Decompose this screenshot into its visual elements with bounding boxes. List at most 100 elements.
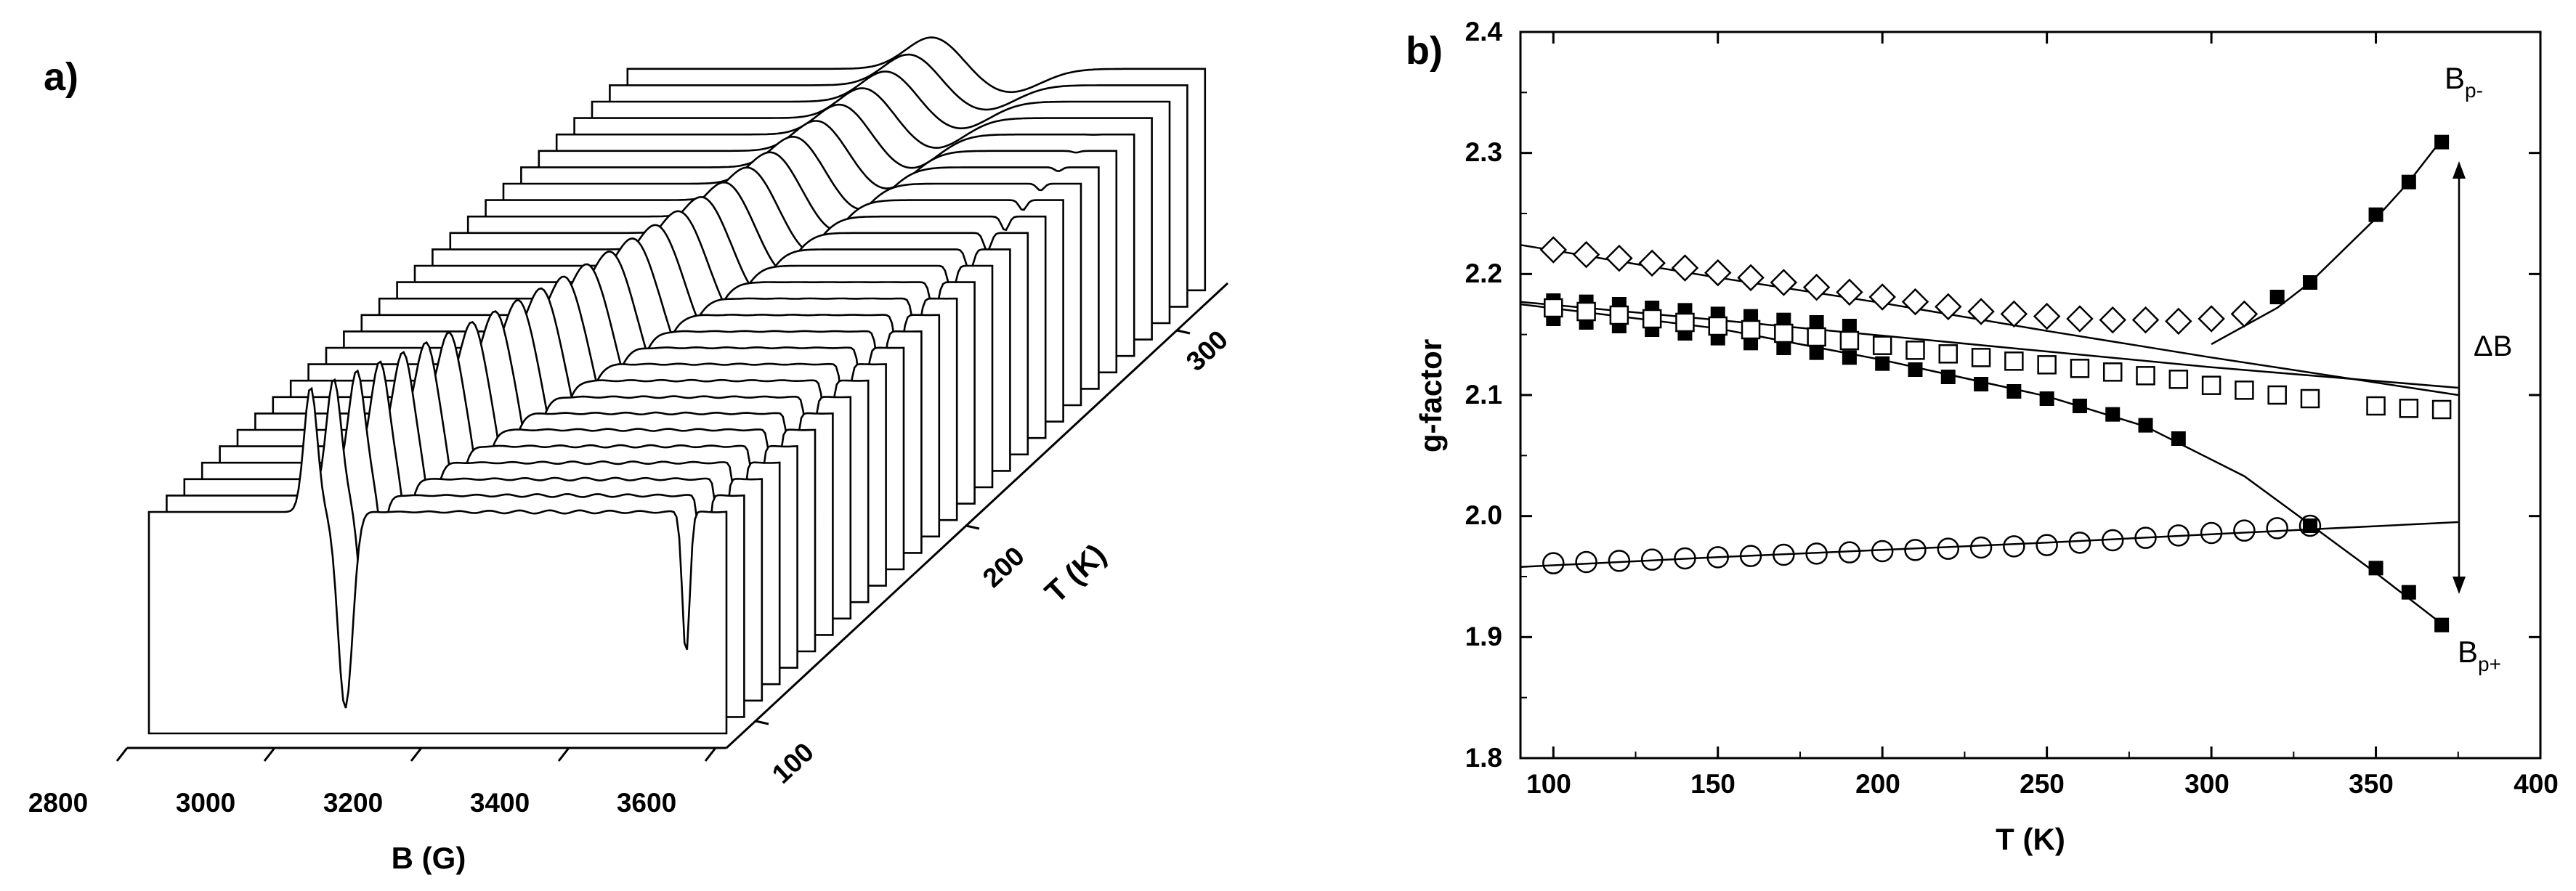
- series-2-point: [1809, 345, 1824, 360]
- y-tick-label-1.9: 1.9: [1465, 622, 1502, 651]
- series-3-point: [2401, 585, 2416, 600]
- series-5-point: [1706, 546, 1729, 569]
- b-tick-label-2800: 2800: [28, 788, 88, 818]
- series-2-point: [2006, 384, 2022, 399]
- series-4-point: [2102, 362, 2123, 382]
- spectrum-100k: [147, 386, 728, 735]
- y-tick-label-2.0: 2.0: [1465, 500, 1502, 530]
- delta-b-label: ΔB: [2474, 330, 2512, 362]
- series-1-point: [1638, 249, 1666, 277]
- fit-lines: [1520, 139, 2458, 624]
- series-4-point: [2399, 399, 2419, 418]
- data-points: [1539, 134, 2452, 632]
- series-2-point: [2269, 290, 2285, 304]
- series-4-point: [1938, 344, 1959, 364]
- x-tick-label-200: 200: [1855, 769, 1900, 799]
- series-1-point: [1704, 259, 1732, 287]
- series-5-point: [2167, 524, 2190, 547]
- series-2-point: [2368, 207, 2383, 222]
- x-tick-label-300: 300: [2184, 769, 2229, 799]
- b-tick-label-3200: 3200: [323, 788, 383, 818]
- series-1-point: [1836, 278, 1863, 306]
- b-tick-label-3400: 3400: [470, 788, 530, 818]
- series-2-point: [1842, 350, 1857, 365]
- series-5-point: [2003, 535, 2025, 558]
- series-5-point: [2233, 519, 2256, 542]
- series-4-point: [2366, 396, 2386, 416]
- bp-plus-main: B: [2458, 635, 2478, 669]
- series-4-point: [2431, 399, 2452, 420]
- series-4-point: [1872, 335, 1892, 355]
- delta-b-arrow-head-down: [2453, 577, 2466, 594]
- x-tick-label-350: 350: [2349, 769, 2394, 799]
- t-axis-line: [725, 282, 1229, 749]
- b-axis-tick: [263, 747, 276, 762]
- t-axis-tick: [755, 720, 769, 725]
- series-2-point: [1908, 362, 1923, 377]
- b-axis: 2800 3000 3200 3400 3600 B (G): [28, 746, 726, 875]
- series-4-point: [2267, 385, 2287, 405]
- x-tick-label-400: 400: [2514, 769, 2559, 799]
- series-5-point: [1542, 552, 1565, 574]
- series-5-point: [1937, 537, 1960, 560]
- series-2-point: [1974, 377, 1989, 391]
- series-5-point: [2266, 517, 2288, 540]
- t-axis-ticks: [755, 329, 1191, 725]
- series-4-point: [1576, 301, 1596, 322]
- series-4-point: [1905, 341, 1925, 360]
- series-4-point: [1708, 316, 1728, 336]
- b-tick-label-3000: 3000: [176, 788, 235, 818]
- x-tick-label-100: 100: [1526, 769, 1571, 799]
- series-2-point: [2039, 391, 2054, 406]
- panel-a: a) 2800 3000 3200 3400 3600 B (G) 100 20…: [28, 36, 1234, 875]
- series-3-point: [1842, 319, 1857, 333]
- series-4-point: [2201, 375, 2221, 395]
- series-4-point: [2037, 355, 2057, 375]
- series-5-point: [1608, 550, 1631, 572]
- y-tick-label-2.3: 2.3: [1465, 137, 1502, 167]
- series-2-point: [1776, 341, 1791, 355]
- b-axis-ticks: [116, 747, 717, 762]
- series-1-point: [1671, 254, 1699, 282]
- series-1-point: [2066, 305, 2094, 333]
- t-axis-tick: [965, 524, 980, 530]
- series-3-point: [2368, 561, 2383, 576]
- series-1-point: [2198, 305, 2225, 333]
- panel-a-label: a): [44, 55, 78, 99]
- b-axis-tick: [410, 747, 423, 762]
- series-4-point: [1642, 309, 1662, 329]
- series-1-point: [1901, 288, 1929, 316]
- series-5-point: [2036, 534, 2058, 556]
- delta-b-arrow-head-up: [2453, 161, 2466, 179]
- series-2-point: [2105, 407, 2121, 422]
- b-axis-title: B (G): [392, 841, 466, 875]
- waterfall-curves: [147, 36, 1207, 735]
- series-4-point: [2070, 359, 2090, 378]
- panel-b-label: b): [1406, 29, 1443, 73]
- b-axis-tick: [704, 747, 717, 762]
- bp-minus-sub: p-: [2465, 79, 2483, 102]
- x-tick-label-150: 150: [1690, 769, 1735, 799]
- series-2-point: [2171, 431, 2186, 446]
- x-tick-label-250: 250: [2020, 769, 2065, 799]
- bp-minus-main: B: [2445, 61, 2465, 95]
- series-1-point: [1802, 273, 1831, 301]
- y-tick-label-2.1: 2.1: [1465, 380, 1502, 410]
- series-5-point: [1739, 545, 1762, 567]
- series-1-point: [1572, 240, 1600, 269]
- series-5-point: [1575, 550, 1597, 574]
- b-tick-label-3600: 3600: [617, 788, 676, 818]
- series-1-point: [1770, 269, 1798, 296]
- series-1-point: [2033, 302, 2061, 330]
- plot-frame: [1519, 30, 2542, 760]
- delta-b-arrow: [2453, 161, 2466, 594]
- series-4-point: [2004, 351, 2024, 371]
- t-axis-title: T (K): [1038, 537, 1112, 610]
- panel-b: b) 100 150 200 250 300 350 400 1.8 1.9 2…: [1406, 17, 2559, 856]
- series-5-point: [1904, 539, 1927, 561]
- series-4-point: [2168, 370, 2189, 389]
- series-4-point: [1609, 305, 1629, 325]
- series-3-point: [1743, 309, 1759, 324]
- series-3-point: [1809, 315, 1824, 330]
- series-5-point: [2068, 532, 2091, 554]
